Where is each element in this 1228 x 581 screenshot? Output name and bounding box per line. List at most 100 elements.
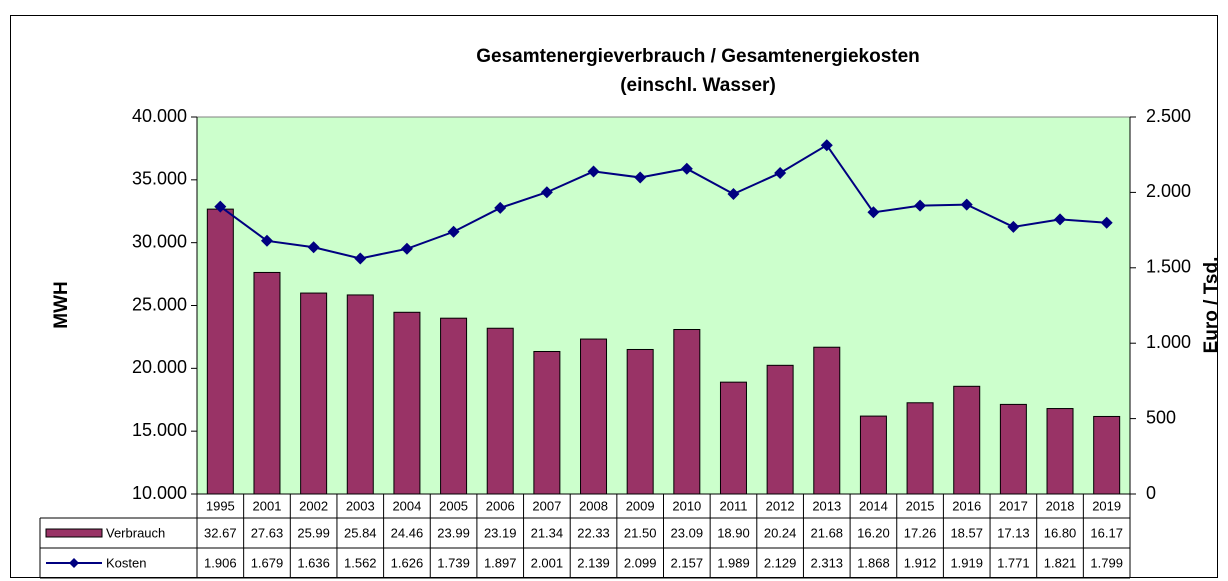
x-tick-label: 2010 (672, 498, 701, 513)
data-label: 1.739 (437, 555, 470, 570)
data-label: 21.68 (811, 525, 844, 540)
data-label: 1.679 (251, 555, 284, 570)
data-label: 21.34 (531, 525, 564, 540)
data-label: 1.771 (997, 555, 1030, 570)
bar (1046, 408, 1074, 495)
data-label: 18.57 (950, 525, 983, 540)
data-label: 1.912 (904, 555, 937, 570)
bar (486, 327, 514, 495)
line (219, 143, 1107, 260)
bar (253, 271, 281, 495)
data-label: 22.33 (577, 525, 610, 540)
chart-subtitle: (einschl. Wasser) (620, 75, 776, 96)
bar (206, 208, 234, 495)
x-tick-label: 1995 (206, 498, 235, 513)
data-label: 2.313 (811, 555, 844, 570)
x-tick-label: 2011 (719, 498, 747, 513)
marker (634, 171, 647, 184)
y2-axis-title: Euro / Tsd. (1201, 257, 1222, 354)
chart-title: Gesamtenergieverbrauch / Gesamtenergieko… (476, 46, 920, 67)
marker (867, 206, 880, 219)
x-tick-label: 2016 (952, 498, 981, 513)
data-label: 2.129 (764, 555, 797, 570)
data-label: 2.139 (577, 555, 610, 570)
x-tick-label: 2017 (999, 498, 1028, 513)
legend-label: Verbrauch (106, 525, 165, 540)
marker (354, 252, 367, 265)
y-tick-label: 15.000 (132, 420, 187, 440)
x-tick-label: 2014 (859, 498, 888, 513)
data-label: 16.80 (1044, 525, 1077, 540)
bar (719, 381, 747, 495)
y2-tick-label: 500 (1146, 407, 1176, 427)
x-tick-label: 2012 (766, 498, 795, 513)
y2-tick-label: 0 (1146, 483, 1156, 503)
marker (400, 242, 413, 255)
data-label: 17.13 (997, 525, 1030, 540)
marker (587, 165, 600, 178)
data-label: 24.46 (391, 525, 424, 540)
data-label: 17.26 (904, 525, 937, 540)
bar (533, 350, 561, 495)
bar (673, 329, 701, 495)
y-axis-title: MWH (51, 281, 72, 328)
bar (580, 338, 608, 495)
x-tick-label: 2002 (299, 498, 328, 513)
y2-tick-label: 1.500 (1146, 257, 1191, 277)
data-label: 2.001 (531, 555, 564, 570)
marker (447, 225, 460, 238)
data-label: 1.636 (297, 555, 330, 570)
bar (859, 415, 887, 495)
data-label: 20.24 (764, 525, 797, 540)
data-label: 2.099 (624, 555, 657, 570)
x-tick-label: 2001 (253, 498, 282, 513)
bar (766, 364, 794, 495)
y-tick-label: 25.000 (132, 294, 187, 314)
marker (307, 241, 320, 254)
data-label: 16.17 (1090, 525, 1123, 540)
data-label: 16.20 (857, 525, 890, 540)
marker (540, 186, 553, 199)
x-tick-label: 2013 (812, 498, 841, 513)
data-label: 32.67 (204, 525, 237, 540)
marker (494, 201, 507, 214)
bar (813, 346, 841, 495)
bar (300, 292, 328, 495)
legend-key (69, 558, 79, 568)
y-tick-label: 20.000 (132, 357, 187, 377)
data-label: 1.906 (204, 555, 237, 570)
x-tick-label: 2018 (1046, 498, 1075, 513)
data-label: 2.157 (671, 555, 704, 570)
y2-tick-label: 2.500 (1146, 106, 1191, 126)
data-label: 23.19 (484, 525, 517, 540)
marker (1007, 220, 1020, 233)
y-tick-label: 10.000 (132, 483, 187, 503)
marker (260, 234, 273, 247)
data-label: 1.626 (391, 555, 424, 570)
data-label: 1.821 (1044, 555, 1077, 570)
legend-label: Kosten (106, 555, 146, 570)
y2-tick-label: 2.000 (1146, 181, 1191, 201)
legend-key (45, 528, 103, 538)
data-label: 1.919 (950, 555, 983, 570)
x-tick-label: 2003 (346, 498, 375, 513)
data-label: 1.799 (1090, 555, 1123, 570)
marker (214, 200, 227, 213)
data-label: 23.09 (671, 525, 704, 540)
data-label: 23.99 (437, 525, 470, 540)
marker (1100, 216, 1113, 229)
x-tick-label: 2007 (532, 498, 561, 513)
x-tick-label: 2008 (579, 498, 608, 513)
data-label: 1.897 (484, 555, 517, 570)
data-label: 1.868 (857, 555, 890, 570)
bar (393, 311, 421, 495)
x-tick-label: 2005 (439, 498, 468, 513)
y-tick-label: 40.000 (132, 106, 187, 126)
bar (440, 317, 468, 495)
marker (1054, 213, 1067, 226)
x-tick-label: 2015 (906, 498, 935, 513)
data-label: 21.50 (624, 525, 657, 540)
data-label: 27.63 (251, 525, 284, 540)
marker (727, 188, 740, 201)
